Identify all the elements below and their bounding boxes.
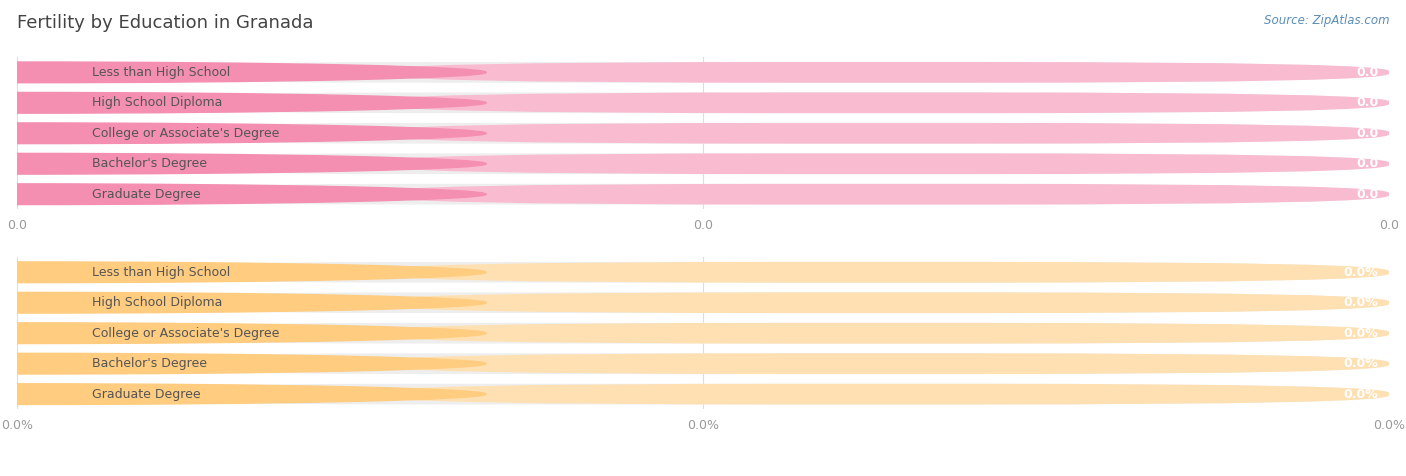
Text: 0.0: 0.0 <box>1355 157 1378 170</box>
FancyBboxPatch shape <box>374 62 1389 83</box>
Text: 0.0%: 0.0% <box>688 419 718 432</box>
Circle shape <box>0 62 486 83</box>
Text: Source: ZipAtlas.com: Source: ZipAtlas.com <box>1264 14 1389 27</box>
FancyBboxPatch shape <box>0 384 432 405</box>
Circle shape <box>0 92 486 113</box>
Text: College or Associate's Degree: College or Associate's Degree <box>93 327 280 340</box>
FancyBboxPatch shape <box>0 153 432 174</box>
Text: Less than High School: Less than High School <box>93 266 231 279</box>
Text: College or Associate's Degree: College or Associate's Degree <box>93 127 280 140</box>
FancyBboxPatch shape <box>20 262 1386 283</box>
Text: Graduate Degree: Graduate Degree <box>93 387 201 401</box>
FancyBboxPatch shape <box>20 353 1386 374</box>
Circle shape <box>0 153 486 174</box>
Text: Less than High School: Less than High School <box>93 66 231 79</box>
Text: Fertility by Education in Granada: Fertility by Education in Granada <box>17 14 314 32</box>
Circle shape <box>0 292 486 313</box>
FancyBboxPatch shape <box>20 323 1386 344</box>
FancyBboxPatch shape <box>374 384 1389 405</box>
Text: 0.0: 0.0 <box>1379 219 1399 232</box>
FancyBboxPatch shape <box>374 353 1389 374</box>
FancyBboxPatch shape <box>0 62 432 83</box>
Text: 0.0: 0.0 <box>693 219 713 232</box>
FancyBboxPatch shape <box>374 323 1389 344</box>
FancyBboxPatch shape <box>0 184 432 205</box>
FancyBboxPatch shape <box>374 262 1389 283</box>
Text: 0.0: 0.0 <box>1355 66 1378 79</box>
Circle shape <box>0 353 486 374</box>
Text: 0.0%: 0.0% <box>1343 387 1378 401</box>
Text: 0.0%: 0.0% <box>1 419 32 432</box>
Text: 0.0: 0.0 <box>1355 127 1378 140</box>
Text: Bachelor's Degree: Bachelor's Degree <box>93 157 207 170</box>
FancyBboxPatch shape <box>20 123 1386 144</box>
FancyBboxPatch shape <box>0 262 432 283</box>
Text: 0.0: 0.0 <box>7 219 27 232</box>
FancyBboxPatch shape <box>374 292 1389 313</box>
Circle shape <box>0 323 486 344</box>
Text: 0.0%: 0.0% <box>1343 296 1378 309</box>
FancyBboxPatch shape <box>374 92 1389 113</box>
Circle shape <box>0 123 486 144</box>
FancyBboxPatch shape <box>20 292 1386 313</box>
FancyBboxPatch shape <box>0 123 432 144</box>
Circle shape <box>0 384 486 405</box>
FancyBboxPatch shape <box>20 153 1386 174</box>
FancyBboxPatch shape <box>374 123 1389 144</box>
FancyBboxPatch shape <box>20 184 1386 205</box>
FancyBboxPatch shape <box>20 384 1386 405</box>
FancyBboxPatch shape <box>0 323 432 344</box>
FancyBboxPatch shape <box>374 184 1389 205</box>
Text: 0.0: 0.0 <box>1355 96 1378 109</box>
Text: 0.0%: 0.0% <box>1343 357 1378 370</box>
FancyBboxPatch shape <box>374 153 1389 174</box>
Text: Graduate Degree: Graduate Degree <box>93 188 201 201</box>
FancyBboxPatch shape <box>0 92 432 113</box>
Text: 0.0: 0.0 <box>1355 188 1378 201</box>
FancyBboxPatch shape <box>0 292 432 313</box>
Text: 0.0%: 0.0% <box>1374 419 1405 432</box>
Text: 0.0%: 0.0% <box>1343 266 1378 279</box>
FancyBboxPatch shape <box>20 62 1386 83</box>
Circle shape <box>0 262 486 283</box>
Circle shape <box>0 184 486 205</box>
FancyBboxPatch shape <box>20 92 1386 113</box>
Text: 0.0%: 0.0% <box>1343 327 1378 340</box>
Text: High School Diploma: High School Diploma <box>93 296 222 309</box>
Text: High School Diploma: High School Diploma <box>93 96 222 109</box>
FancyBboxPatch shape <box>0 353 432 374</box>
Text: Bachelor's Degree: Bachelor's Degree <box>93 357 207 370</box>
